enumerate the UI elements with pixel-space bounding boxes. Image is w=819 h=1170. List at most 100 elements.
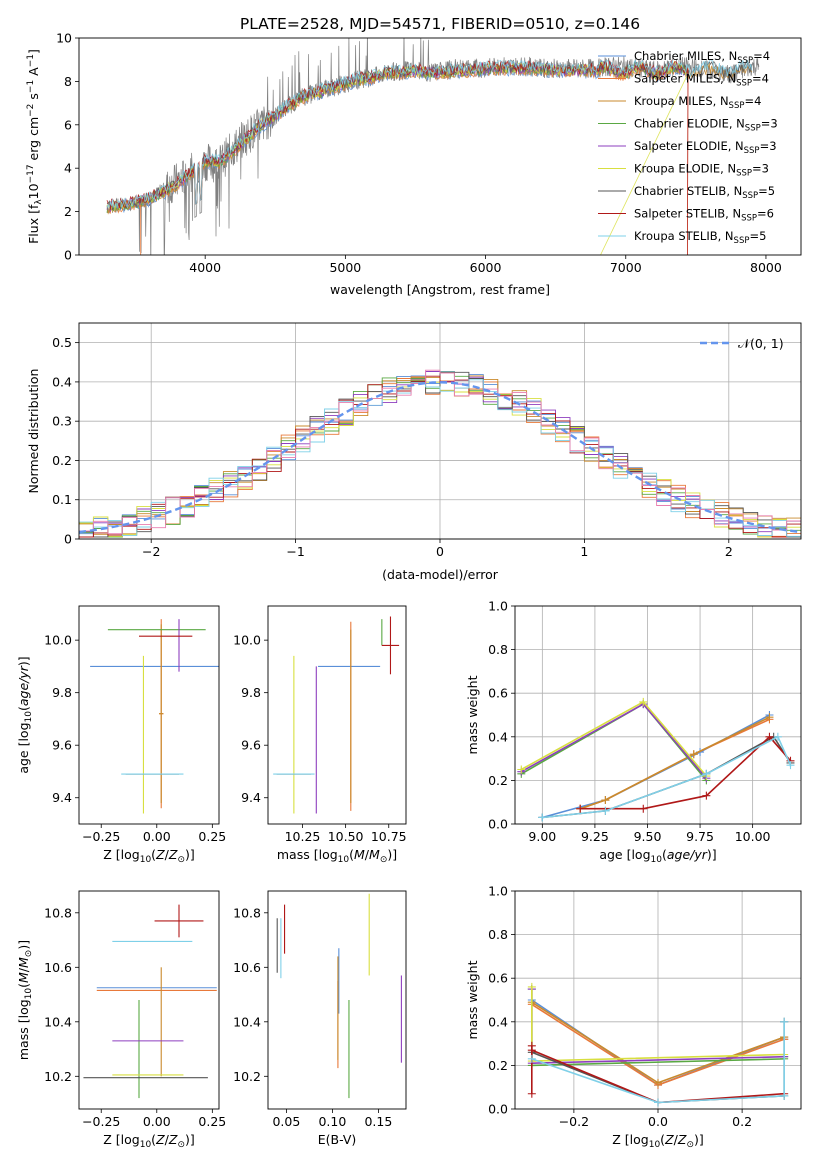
series-marker-kroupa_stelib — [773, 732, 782, 741]
legend-label: Chabrier ELODIE, NSSP=3 — [634, 117, 778, 134]
y-axis-label-part: −17 — [26, 164, 36, 183]
y-tick-label: 9.6 — [241, 738, 261, 753]
y-axis-label-part: age/yr — [16, 665, 31, 706]
axes-frame — [78, 322, 802, 540]
x-tick-label: 9.50 — [634, 829, 662, 844]
x-axis-label: mass [log10(M/M⊙)] — [277, 847, 397, 865]
x-axis-label: Z [log10(Z/Z⊙)] — [103, 847, 195, 865]
plot-area — [517, 697, 795, 822]
legend-label-suffix: =4 — [744, 94, 761, 108]
plot-area — [83, 904, 217, 1099]
x-axis-label-part: / — [674, 1132, 679, 1147]
y-axis-label-part: erg cm — [26, 117, 41, 165]
x-tick-label: 0.25 — [198, 1114, 226, 1129]
y-axis-label-part: s — [26, 93, 41, 104]
axes-frame — [514, 605, 802, 825]
legend-label-suffix: =4 — [752, 72, 769, 86]
series-marker-kroupa_stelib — [786, 761, 795, 770]
legend-label: Salpeter STELIB, NSSP=6 — [634, 207, 774, 224]
x-axis-label-part: ( — [151, 847, 156, 862]
legend-label: Kroupa STELIB, NSSP=5 — [634, 229, 766, 246]
legend-label-main: Chabrier STELIB, N — [634, 184, 742, 198]
x-axis-label-part: 10 — [649, 1140, 661, 1150]
model-spectrum-kroupa_stelib — [106, 58, 753, 209]
y-tick-label: 8 — [64, 74, 72, 89]
y-tick-label: 1.0 — [488, 884, 508, 899]
x-axis-label-part: 10 — [140, 855, 152, 865]
legend-label-main: Kroupa MILES, N — [634, 94, 729, 108]
chart-spectrum: 4000 5000 6000 7000 8000 0 2 4 6 8 10 Chabrier MILE… — [26, 31, 802, 297]
series-marker-salpeter_stelib — [765, 732, 774, 741]
axes-frame — [267, 890, 407, 1110]
y-axis-label-part: 10 — [24, 711, 34, 723]
y-axis-label-part: 10 — [26, 183, 41, 199]
y-tick-label: 0.0 — [488, 1102, 508, 1117]
series-marker-salpeter_stelib — [527, 1089, 536, 1098]
x-tick-label: −2 — [142, 544, 160, 559]
legend-label: Chabrier STELIB, NSSP=5 — [634, 184, 775, 201]
legend-label-suffix: =5 — [758, 184, 775, 198]
y-axis-label: Flux [fλ10−17 erg cm−2 s−1 A−1] — [26, 49, 44, 244]
x-axis-label-part: )] — [707, 847, 717, 862]
x-tick-label: 0.0 — [648, 1114, 668, 1129]
figure-title: PLATE=2528, MJD=54571, FIBERID=0510, z=0… — [240, 15, 640, 33]
legend-label-main: Chabrier ELODIE, N — [634, 117, 745, 131]
x-axis-label-part: / — [165, 847, 170, 862]
x-tick-label: 2 — [725, 544, 733, 559]
y-axis-label-part: / — [16, 967, 31, 972]
x-axis-label-part: )] — [185, 847, 195, 862]
x-tick-label: 4000 — [189, 260, 221, 275]
chart-age-vs-Z: −0.25 0.00 0.259.49.69.810.0Z [log10(Z/Z⊙)… — [16, 605, 226, 865]
legend-label-suffix: =3 — [760, 139, 777, 153]
y-tick-label: 1.0 — [488, 599, 508, 614]
x-axis-label-part: 10 — [140, 1140, 152, 1150]
y-tick-label: 0.6 — [488, 971, 508, 986]
y-tick-label: 10.2 — [233, 1069, 261, 1084]
y-tick-label: 9.4 — [52, 790, 72, 805]
x-tick-label: 10.00 — [735, 829, 771, 844]
axes-frame — [78, 605, 220, 825]
y-axis-label-part: −1 — [26, 54, 36, 67]
legend-label-suffix: =6 — [757, 207, 774, 221]
series-marker-kroupa_elodie — [639, 697, 648, 706]
series-marker-kroupa_miles — [765, 713, 774, 722]
x-axis-label: Z [log10(Z/Z⊙)] — [612, 1132, 704, 1150]
x-tick-label: 0.15 — [364, 1114, 392, 1129]
y-axis-label-part: )] — [16, 940, 31, 950]
y-tick-label: 9.6 — [52, 738, 72, 753]
y-tick-label: 10.4 — [44, 1014, 72, 1029]
x-axis-label-part: )] — [185, 1132, 195, 1147]
y-axis-label-part: λ — [34, 199, 44, 205]
chart-age-vs-mass: 10.25 10.50 10.75 9.4 9.6 9.8 10.0 mass [log10(… — [233, 605, 407, 865]
x-tick-label: 0.05 — [272, 1114, 300, 1129]
axes-frame — [267, 605, 407, 825]
x-axis-label-part: ( — [662, 847, 667, 862]
legend-label-suffix: =3 — [752, 162, 769, 176]
y-tick-label: 0.2 — [52, 453, 72, 468]
y-tick-label: 10.4 — [233, 1014, 261, 1029]
x-axis-label-part: Z [ — [612, 1132, 629, 1147]
y-axis-label-part: Flux [f — [26, 204, 41, 244]
y-tick-label: 4 — [64, 161, 72, 176]
x-axis-label: E(B-V) — [318, 1132, 357, 1147]
series-marker-kroupa_miles — [689, 750, 698, 759]
y-tick-label: 0.4 — [488, 729, 508, 744]
y-tick-label: 10 — [56, 31, 72, 46]
y-axis-label-part: −2 — [26, 104, 36, 117]
x-axis-label-part: )] — [387, 847, 397, 862]
y-tick-label: 0.3 — [52, 414, 72, 429]
y-axis-label-part: )] — [16, 656, 31, 666]
axes-frame — [78, 890, 220, 1110]
x-axis-label-part: Z — [677, 1132, 687, 1147]
x-axis-label-part: ( — [349, 847, 354, 862]
y-tick-label: 0.4 — [52, 374, 72, 389]
legend-label-sub: SSP — [741, 214, 757, 224]
x-tick-label: 10.25 — [285, 829, 321, 844]
x-axis-label-part: Z — [155, 1132, 165, 1147]
y-tick-label: 2 — [64, 204, 72, 219]
x-tick-label: 0.2 — [732, 1114, 752, 1129]
legend-label-main: Salpeter STELIB, N — [634, 207, 741, 221]
series-marker-kroupa_stelib — [654, 1098, 662, 1107]
